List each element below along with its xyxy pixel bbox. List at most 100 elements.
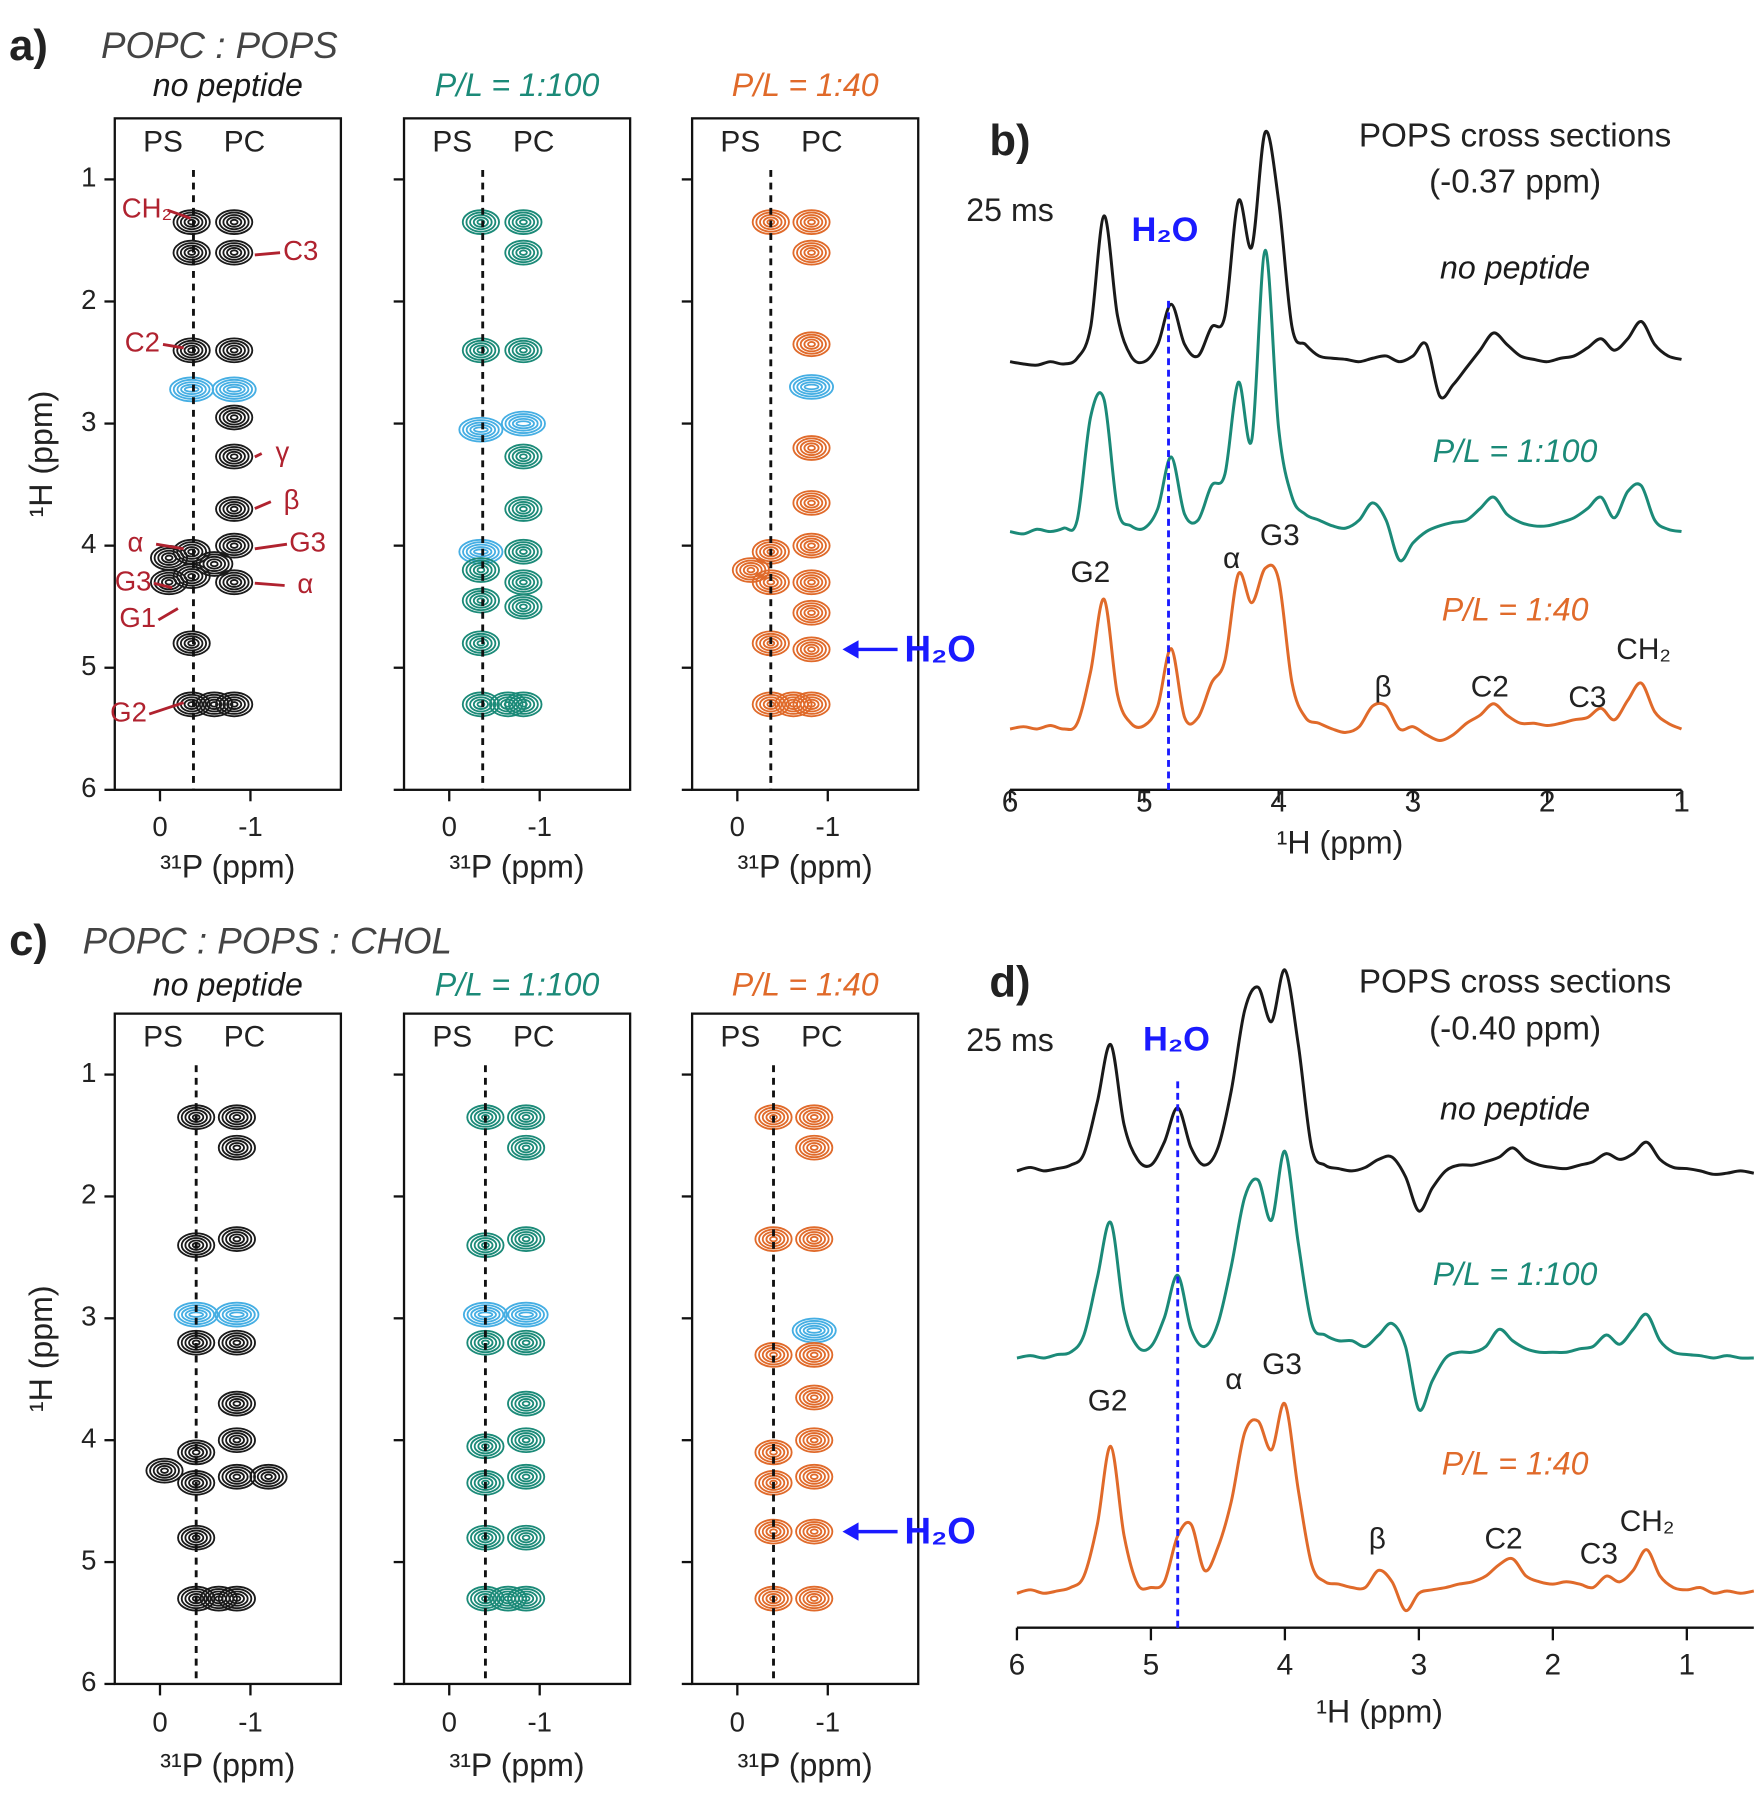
contour <box>511 500 536 518</box>
contour <box>803 338 820 350</box>
plot-frame <box>113 1012 343 1686</box>
contour <box>232 1595 242 1602</box>
contour <box>778 693 809 715</box>
contour <box>807 249 816 256</box>
contour <box>225 1109 249 1126</box>
contour <box>508 541 539 563</box>
contour <box>469 635 493 652</box>
contour <box>799 574 824 591</box>
y-tick-label: 6 <box>81 772 96 803</box>
contour <box>473 1237 498 1254</box>
contour <box>183 637 200 649</box>
contour <box>472 216 489 228</box>
leader-line <box>254 500 272 510</box>
y-tick-label: 6 <box>81 1666 96 1697</box>
panel-letter: a) <box>9 22 48 70</box>
contour <box>792 691 831 718</box>
contour <box>508 498 539 520</box>
contour <box>806 1142 823 1154</box>
contour <box>228 1233 245 1245</box>
x-tick-label: 0 <box>442 1706 457 1737</box>
peak-assignment: CH₂ <box>1620 1505 1675 1538</box>
trace-label: no peptide <box>1440 249 1590 285</box>
contour <box>796 211 827 233</box>
x-tick-label: -1 <box>238 811 262 842</box>
y-tick-label: 2 <box>81 1179 96 1210</box>
contour <box>521 1114 531 1121</box>
contour <box>803 497 820 509</box>
contour <box>225 1231 249 1248</box>
contour <box>807 579 816 586</box>
contour <box>488 691 528 718</box>
contour <box>514 1468 538 1485</box>
contour <box>221 1137 253 1159</box>
contour <box>215 443 254 470</box>
contour <box>807 646 816 653</box>
contour <box>518 1398 535 1410</box>
contour <box>198 693 230 715</box>
contour <box>798 1521 830 1543</box>
contour <box>789 701 798 708</box>
contour <box>462 419 500 441</box>
peak-assignment: β <box>284 484 300 515</box>
contour <box>195 691 234 718</box>
contour <box>803 442 820 454</box>
contour <box>504 538 543 565</box>
panel-title: POPC : POPS <box>101 25 338 66</box>
contour <box>515 420 532 427</box>
x-tick-label: 0 <box>442 811 457 842</box>
contour <box>229 505 239 513</box>
leader-line <box>254 452 263 459</box>
contour <box>504 569 543 596</box>
contour <box>473 1529 498 1546</box>
spectrum-trace <box>1016 1149 1754 1412</box>
contour <box>164 579 174 586</box>
contour <box>217 1104 256 1131</box>
contour <box>510 1137 542 1159</box>
x-tick-label: 2 <box>1545 1649 1562 1682</box>
contour <box>508 211 539 233</box>
contour <box>521 1595 531 1602</box>
contour <box>218 571 250 593</box>
contour <box>184 1237 208 1254</box>
y-axis-label: ¹H (ppm) <box>23 391 59 518</box>
contour <box>176 565 208 587</box>
contour <box>807 444 816 452</box>
spectrum-name: no peptide <box>153 67 303 103</box>
peak-assignment: C3 <box>1568 681 1606 714</box>
contour <box>504 209 543 235</box>
contour <box>807 340 816 348</box>
contour <box>735 559 767 581</box>
contour <box>232 1339 242 1346</box>
contour <box>796 535 827 557</box>
contour <box>508 242 539 264</box>
contour <box>222 537 246 554</box>
contour <box>218 498 250 520</box>
contour <box>521 1339 531 1346</box>
contour <box>511 598 536 615</box>
contour <box>802 1231 826 1248</box>
contour <box>179 342 204 359</box>
contour <box>515 344 532 356</box>
contour <box>798 1137 830 1159</box>
contour <box>476 597 486 604</box>
contour <box>172 378 211 400</box>
contour <box>785 698 802 710</box>
contour <box>226 386 242 393</box>
x-tick-label: 0 <box>730 811 745 842</box>
contour <box>759 543 783 560</box>
contour <box>514 1309 538 1321</box>
contour <box>795 1342 834 1368</box>
contour <box>795 1134 834 1161</box>
contour <box>792 599 831 626</box>
peak-assignment: γ <box>275 436 289 467</box>
trace-label: no peptide <box>1440 1091 1590 1127</box>
contour <box>519 453 528 460</box>
contour <box>521 1436 531 1444</box>
x-axis-label: ³¹P (ppm) <box>160 1747 295 1783</box>
contour <box>472 564 489 576</box>
contour <box>809 1528 819 1535</box>
contour <box>515 503 532 515</box>
contour <box>228 1471 245 1483</box>
contour <box>232 1473 242 1480</box>
